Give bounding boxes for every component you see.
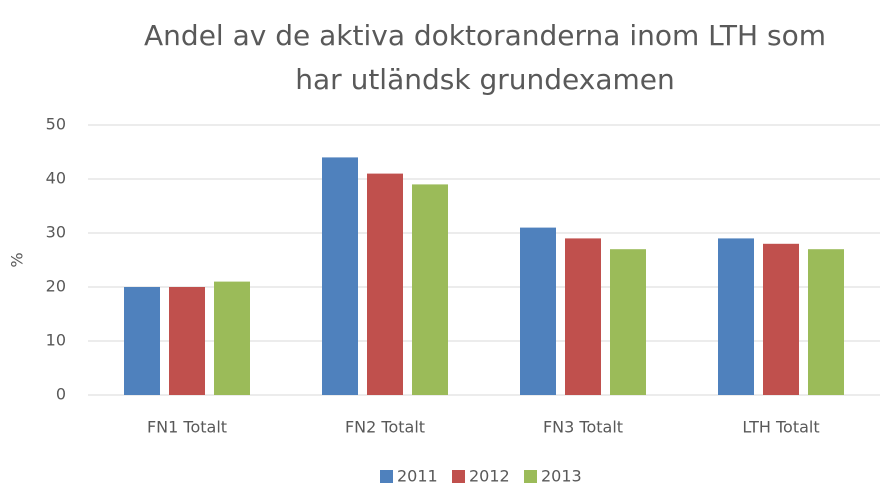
bar (124, 287, 160, 395)
x-tick-label: FN2 Totalt (345, 418, 425, 437)
x-tick-label: FN3 Totalt (543, 418, 623, 437)
y-tick-label: 20 (46, 277, 66, 296)
bar (214, 281, 250, 395)
y-tick-label: 0 (56, 385, 66, 404)
bar (718, 238, 754, 395)
bar (322, 157, 358, 395)
legend-swatch (380, 470, 393, 483)
legend-label: 2012 (469, 467, 510, 486)
bar (412, 184, 448, 395)
bar (520, 227, 556, 395)
chart-title: Andel av de aktiva doktoranderna inom LT… (144, 19, 826, 96)
y-tick-label: 50 (46, 115, 66, 134)
legend-swatch (452, 470, 465, 483)
legend-label: 2013 (541, 467, 582, 486)
bar (808, 249, 844, 395)
y-tick-label: 30 (46, 223, 66, 242)
y-tick-label: 10 (46, 331, 66, 350)
legend-swatch (524, 470, 537, 483)
legend-label: 2011 (397, 467, 438, 486)
bar (367, 173, 403, 395)
bar (169, 287, 205, 395)
x-tick-label: FN1 Totalt (147, 418, 227, 437)
bar (763, 243, 799, 395)
x-tick-label: LTH Totalt (742, 418, 819, 437)
bar (610, 249, 646, 395)
y-tick-label: 40 (46, 169, 66, 188)
bar (565, 238, 601, 395)
y-axis-label: % (8, 252, 27, 267)
